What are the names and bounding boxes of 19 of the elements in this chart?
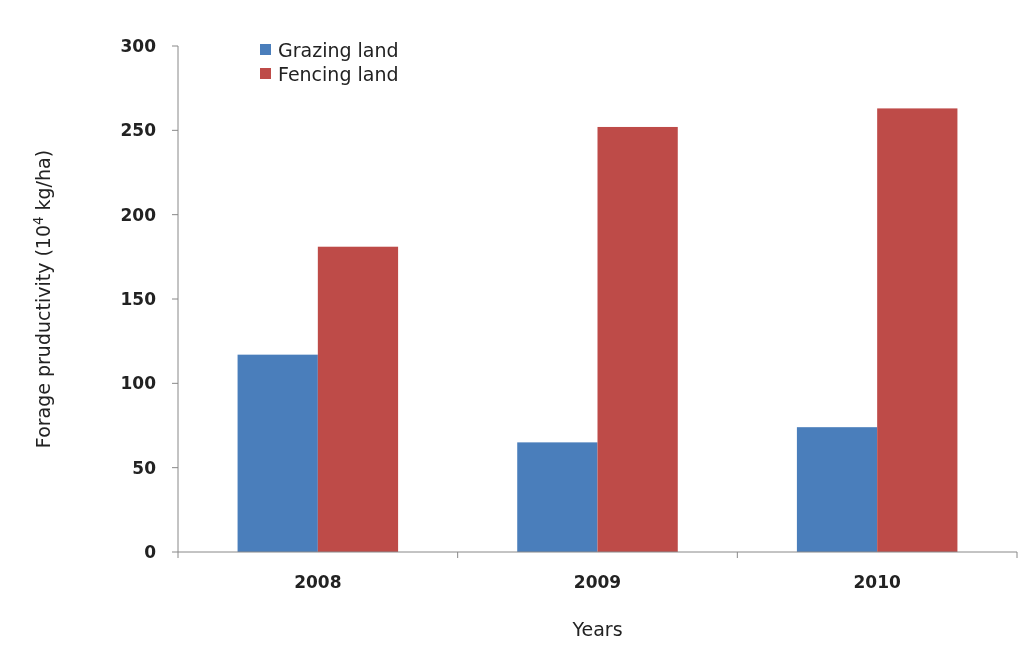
legend-label: Fencing land [278,62,399,85]
y-tick-label: 0 [144,541,157,562]
y-tick-label: 200 [120,204,157,225]
y-tick-label: 150 [120,288,157,309]
x-axis-title: Years [571,618,623,640]
y-tick-label: 250 [120,120,157,141]
x-tick-label: 2009 [573,572,622,592]
bar [317,246,399,552]
y-tick-label: 300 [120,35,157,56]
y-tick-label: 50 [132,457,157,478]
bar [237,354,318,552]
legend-label: Grazing land [278,38,399,61]
bar [517,442,598,552]
x-tick-label: 2008 [294,572,342,592]
x-tick-label: 2010 [853,572,901,592]
y-tick-label: 100 [120,373,157,394]
bar [877,108,958,552]
bar [796,427,878,552]
bar [597,126,678,552]
